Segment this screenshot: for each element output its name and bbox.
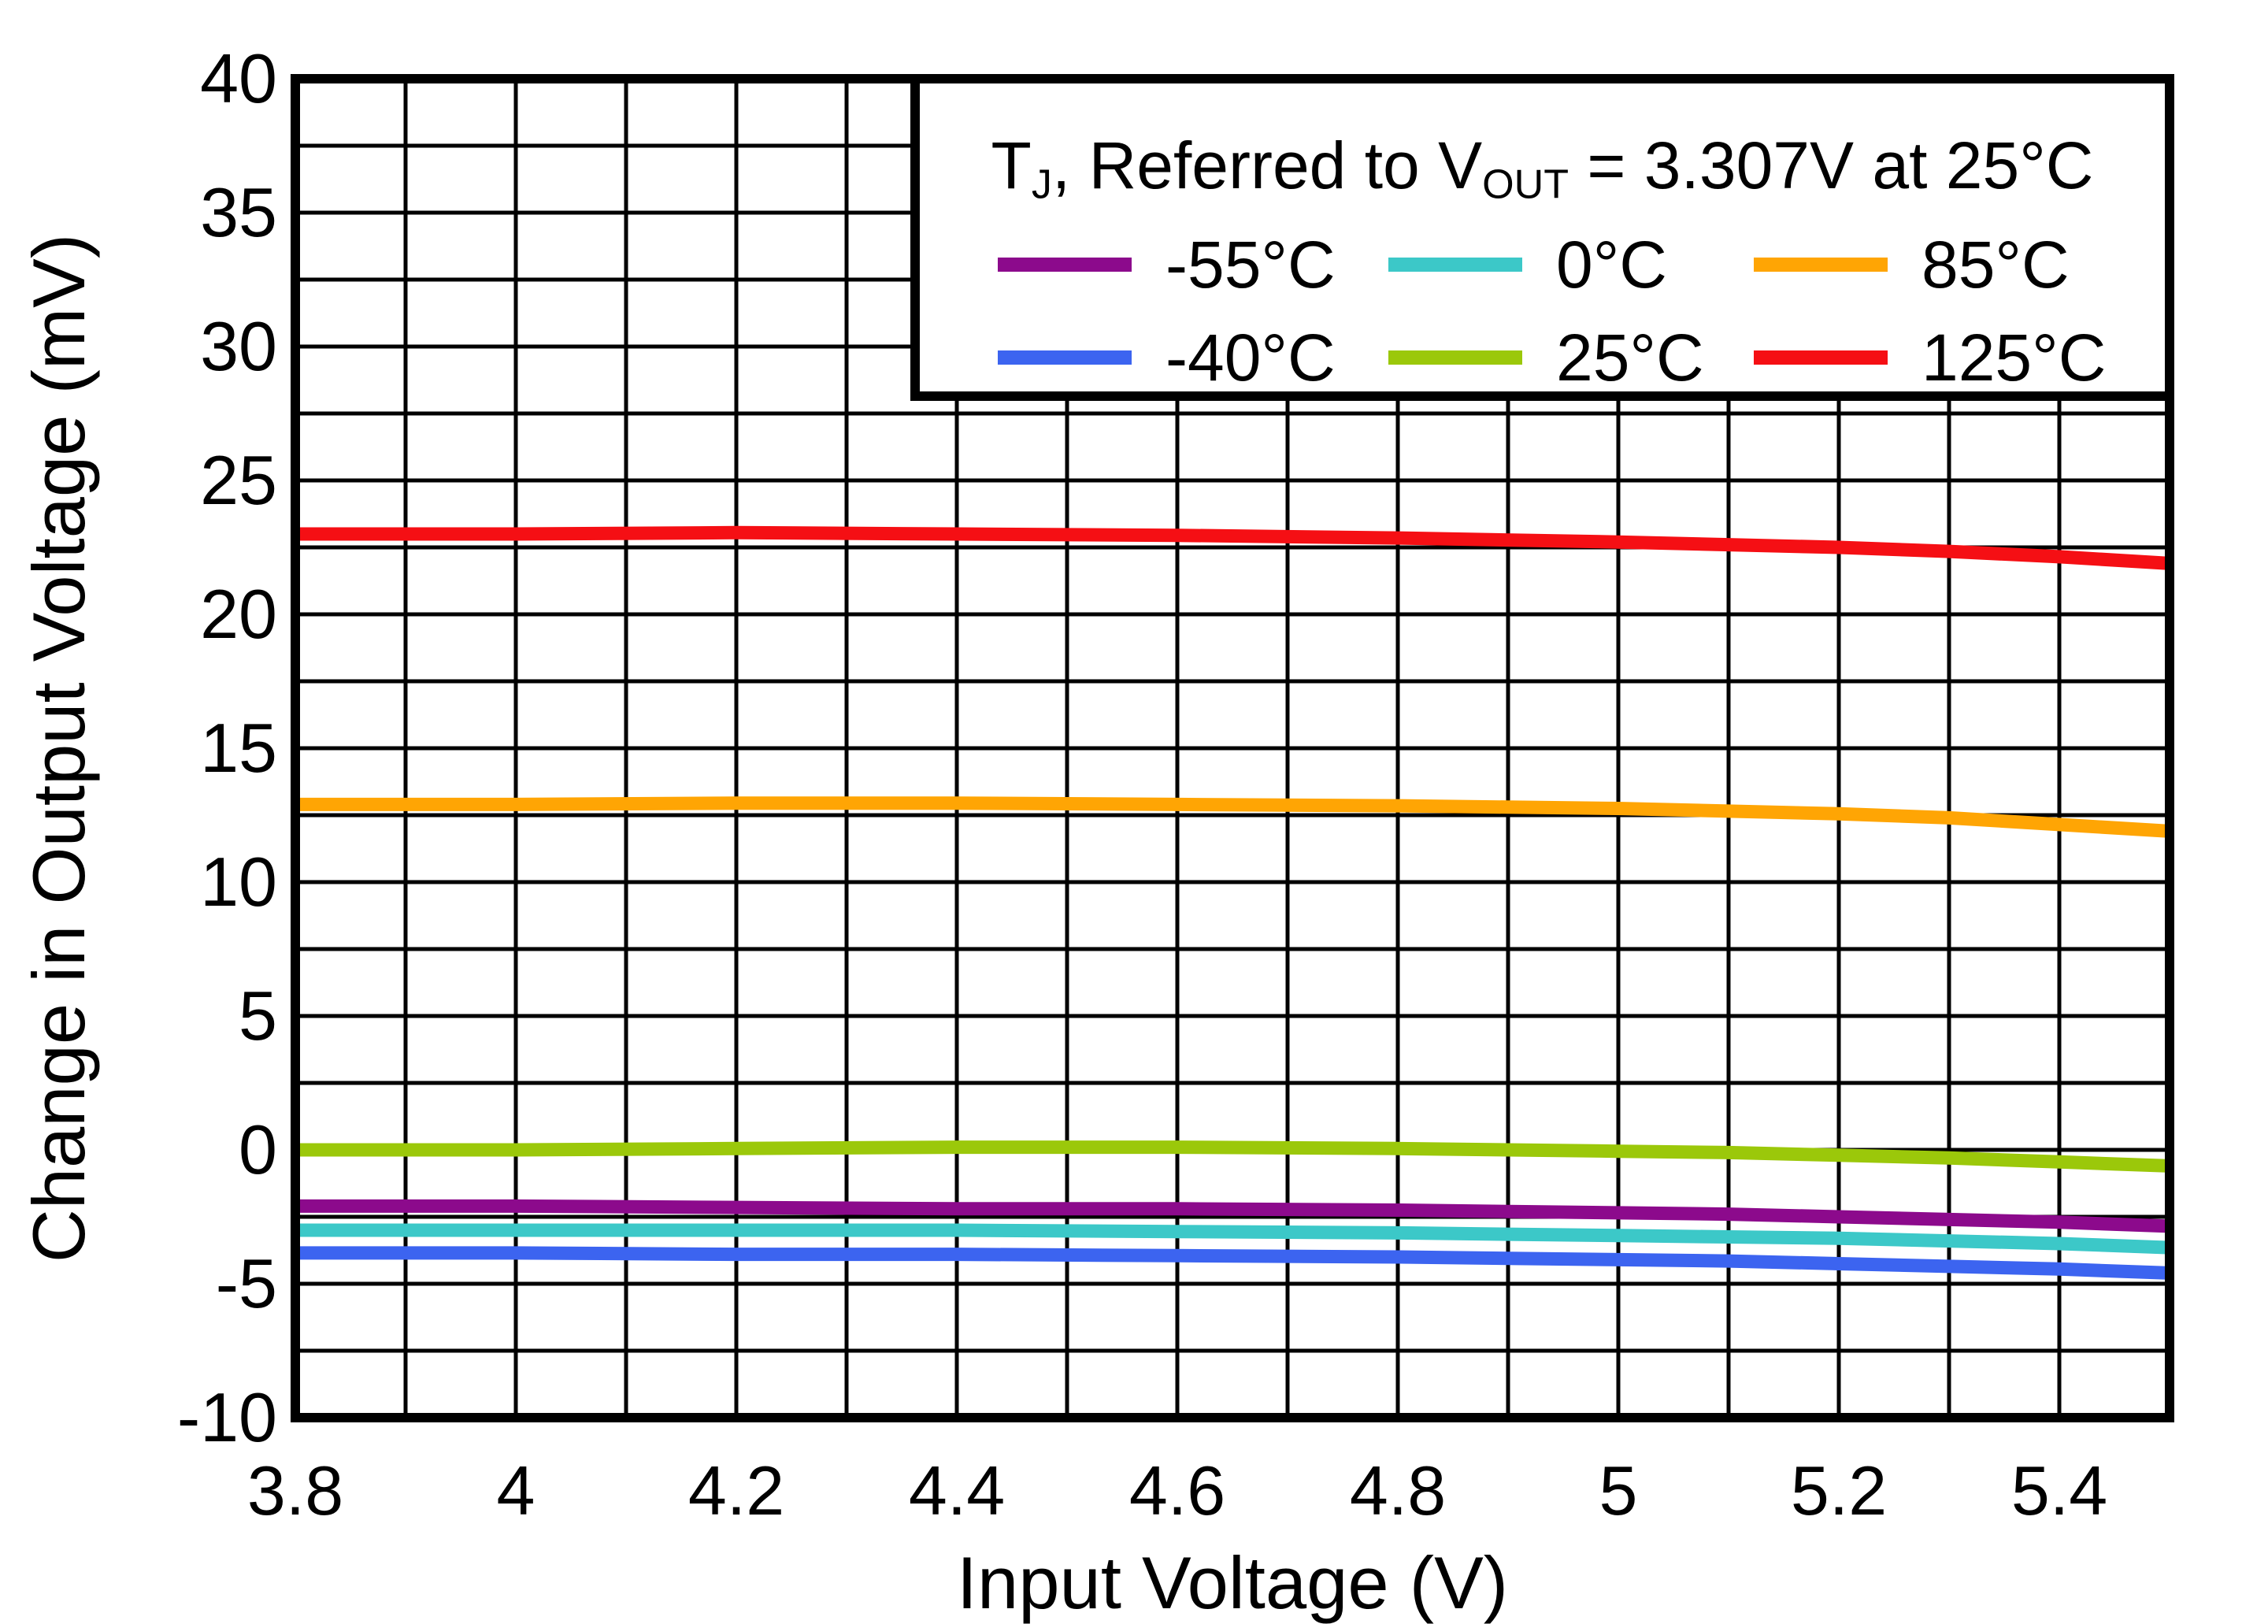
y-tick-label: -5 (215, 1244, 277, 1322)
legend-title-subscript: OUT (1482, 161, 1569, 208)
legend-swatch-zero (1388, 258, 1522, 273)
y-tick-label: 0 (239, 1110, 277, 1188)
legend-swatch-minus55 (998, 258, 1132, 273)
y-tick-label: 35 (200, 173, 277, 251)
legend-swatch-25 (1388, 350, 1522, 365)
legend-title-subscript: J (1031, 161, 1052, 208)
legend-label-25: 25°C (1556, 321, 1704, 395)
legend-label-125: 125°C (1922, 321, 2107, 395)
legend-swatch-minus40 (998, 350, 1132, 365)
legend-title-text: = 3.307V at 25°C (1569, 128, 2094, 202)
x-tick-label: 4 (496, 1452, 536, 1529)
curve-minus55 (295, 1199, 2170, 1233)
x-axis-title: Input Voltage (V) (956, 1541, 1509, 1624)
y-tick-label: 10 (200, 843, 277, 921)
x-tick-label: 4.4 (908, 1452, 1006, 1529)
curve-125 (295, 525, 2170, 570)
legend-label-minus40: -40°C (1166, 321, 1336, 395)
legend-box: TJ, Referred to VOUT = 3.307V at 25°C -5… (910, 74, 2174, 401)
curve-zero (295, 1223, 2170, 1255)
legend-swatch-85 (1754, 258, 1888, 273)
legend-label-zero: 0°C (1556, 228, 1667, 302)
legend-title: TJ, Referred to VOUT = 3.307V at 25°C (920, 129, 2165, 221)
y-tick-label: 15 (200, 709, 277, 787)
x-tick-label: 3.8 (246, 1452, 344, 1529)
curve-minus40 (295, 1246, 2170, 1280)
legend-label-85: 85°C (1922, 228, 2070, 302)
x-tick-label: 5 (1599, 1452, 1638, 1529)
curve-25 (295, 1140, 2170, 1173)
curve-85 (295, 796, 2170, 838)
x-tick-label: 5.2 (1790, 1452, 1888, 1529)
x-tick-label: 4.2 (687, 1452, 785, 1529)
legend-entries: -55°C 0°C 85°C -40°C 25°C 125°C (920, 228, 2165, 394)
legend-title-text: , Referred to V (1051, 128, 1483, 202)
x-tick-label: 4.8 (1349, 1452, 1447, 1529)
legend-title-text: T (991, 128, 1032, 202)
y-tick-label: 30 (200, 307, 277, 385)
y-tick-label: -10 (176, 1378, 277, 1456)
legend-swatch-125 (1754, 350, 1888, 365)
x-tick-label: 5.4 (2010, 1452, 2108, 1529)
legend-label-minus55: -55°C (1166, 228, 1336, 302)
y-tick-label: 5 (239, 977, 277, 1055)
x-tick-label: 4.6 (1128, 1452, 1226, 1529)
y-tick-label: 25 (200, 441, 277, 519)
y-tick-label: 40 (200, 39, 277, 117)
y-tick-label: 20 (200, 575, 277, 653)
